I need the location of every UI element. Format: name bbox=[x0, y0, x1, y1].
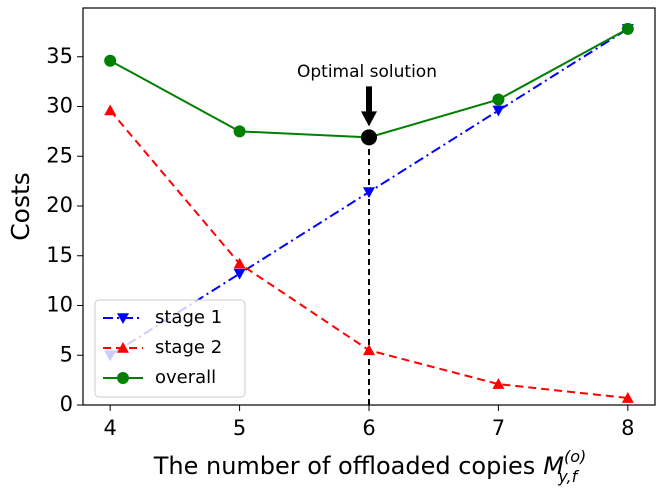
marker bbox=[492, 93, 505, 106]
annotation-text: Optimal solution bbox=[297, 62, 437, 82]
x-label-sub: y,f bbox=[557, 467, 579, 486]
marker bbox=[621, 22, 634, 35]
marker bbox=[233, 268, 246, 280]
marker bbox=[492, 378, 505, 389]
marker bbox=[117, 342, 129, 353]
marker bbox=[117, 313, 129, 324]
legend-box bbox=[94, 299, 246, 398]
marker bbox=[104, 54, 117, 67]
marker bbox=[104, 104, 117, 116]
optimal-point bbox=[361, 129, 377, 146]
x-tick-label: 7 bbox=[492, 416, 505, 440]
legend-label: overall bbox=[155, 367, 216, 388]
marker bbox=[363, 187, 375, 199]
y-tick-label: 5 bbox=[60, 342, 73, 366]
x-tick-label: 5 bbox=[233, 416, 246, 440]
x-tick-label: 4 bbox=[103, 416, 116, 440]
x-axis-label: The number of offloaded copies M(o) y,f bbox=[153, 447, 587, 486]
y-tick-label: 35 bbox=[46, 44, 73, 68]
y-axis-label: Costs bbox=[6, 172, 35, 241]
marker bbox=[492, 105, 505, 117]
legend-label: stage 1 bbox=[155, 307, 222, 328]
arrow bbox=[361, 86, 377, 127]
x-label-text: The number of offloaded copies bbox=[153, 452, 536, 480]
y-tick-label: 0 bbox=[60, 392, 73, 416]
marker bbox=[233, 257, 246, 269]
y-tick-label: 25 bbox=[46, 143, 73, 167]
marker bbox=[117, 372, 129, 384]
x-label-base: M bbox=[543, 452, 564, 480]
plot-frame bbox=[82, 7, 656, 406]
marker bbox=[621, 392, 634, 403]
y-tick-label: 10 bbox=[46, 293, 73, 317]
x-tick-label: 6 bbox=[362, 416, 375, 440]
y-tick-label: 30 bbox=[46, 94, 73, 118]
x-label-sup: (o) bbox=[564, 447, 586, 466]
marker bbox=[363, 344, 375, 356]
legend-label: stage 2 bbox=[155, 337, 222, 358]
x-tick-label: 8 bbox=[621, 416, 634, 440]
marker bbox=[233, 125, 246, 138]
y-tick-label: 15 bbox=[46, 243, 73, 267]
y-tick-label: 20 bbox=[46, 193, 73, 217]
